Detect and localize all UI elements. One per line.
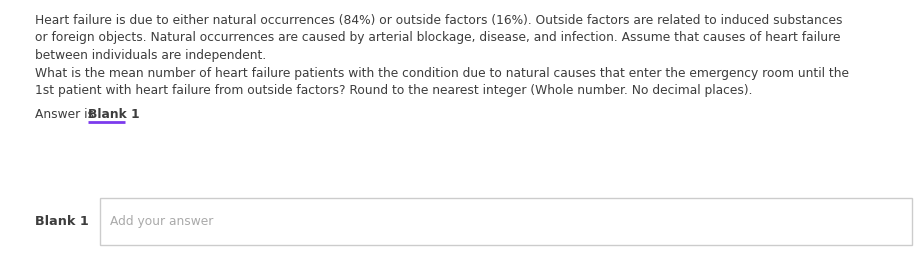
Text: Add your answer: Add your answer	[110, 215, 213, 228]
Text: between individuals are independent.: between individuals are independent.	[35, 49, 266, 62]
Text: Blank 1: Blank 1	[88, 108, 140, 121]
Text: 1st patient with heart failure from outside factors? Round to the nearest intege: 1st patient with heart failure from outs…	[35, 84, 753, 97]
Text: What is the mean number of heart failure patients with the condition due to natu: What is the mean number of heart failure…	[35, 67, 849, 80]
Text: Heart failure is due to either natural occurrences (84%) or outside factors (16%: Heart failure is due to either natural o…	[35, 14, 843, 27]
Text: or foreign objects. Natural occurrences are caused by arterial blockage, disease: or foreign objects. Natural occurrences …	[35, 32, 841, 44]
Text: Blank 1: Blank 1	[35, 215, 89, 228]
FancyBboxPatch shape	[100, 198, 912, 245]
Text: Answer is: Answer is	[35, 108, 98, 121]
